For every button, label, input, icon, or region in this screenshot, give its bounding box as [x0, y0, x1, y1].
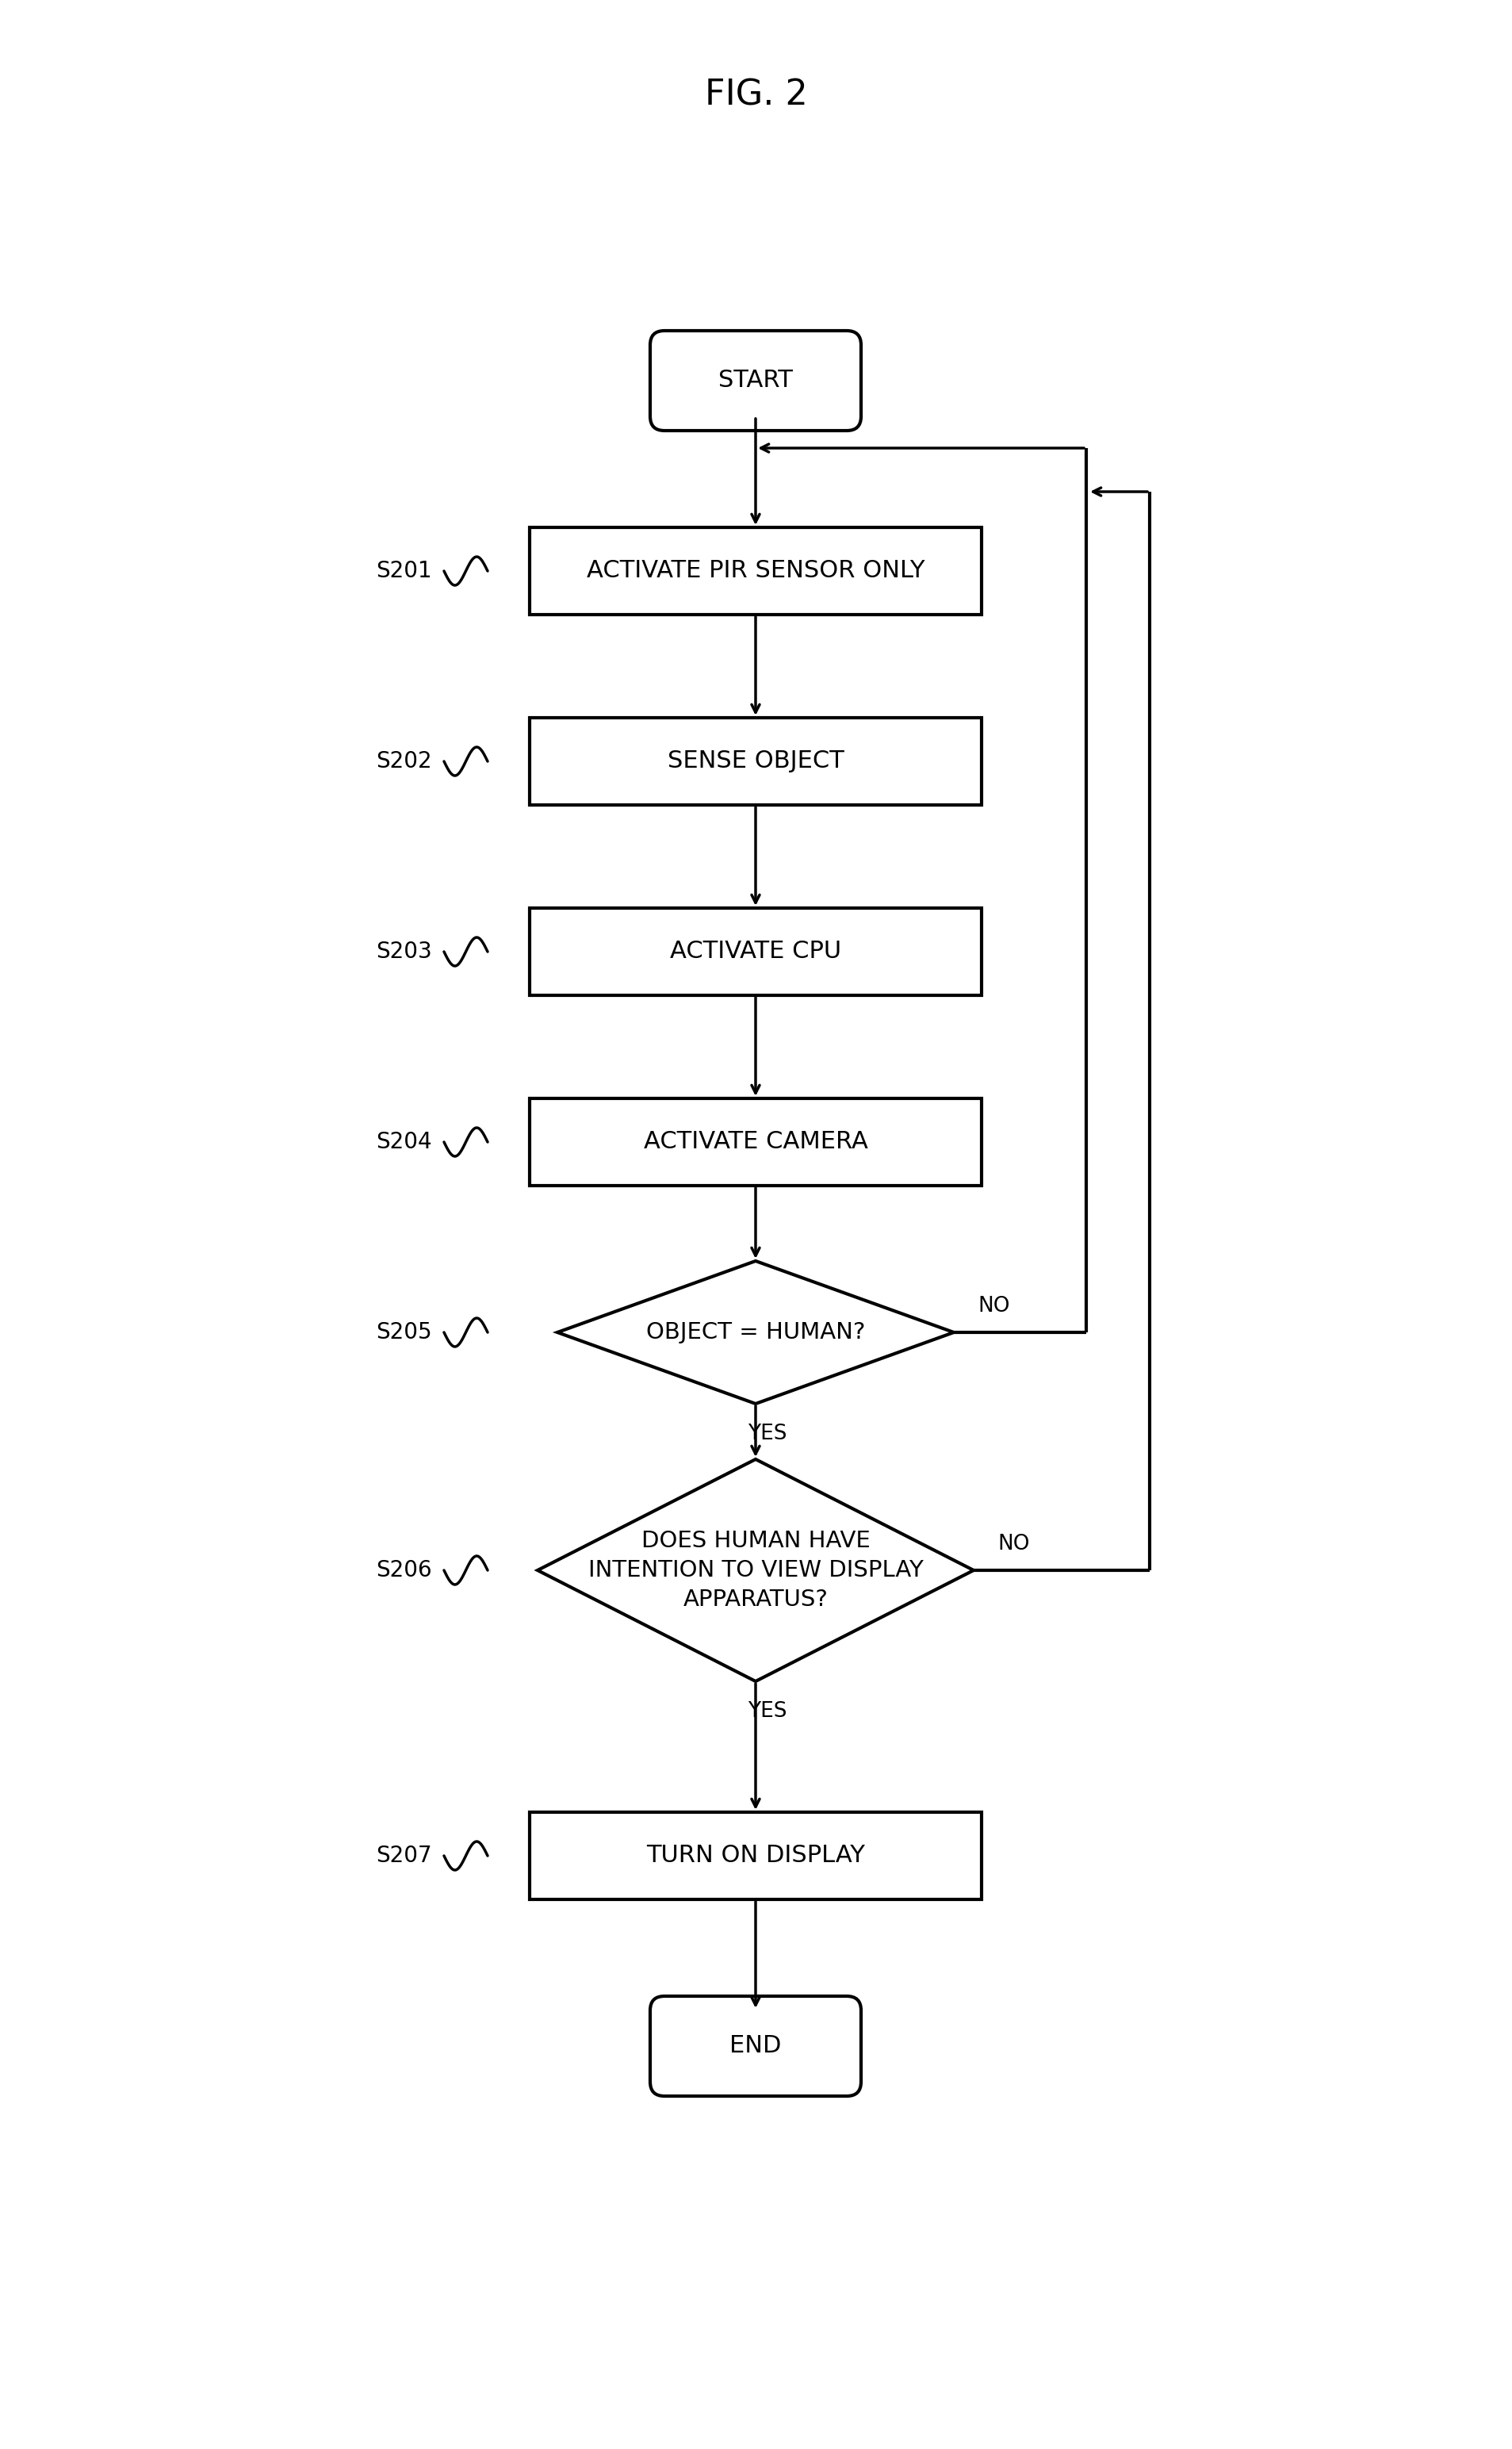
Text: NO: NO: [978, 1296, 1010, 1318]
Text: FIG. 2: FIG. 2: [705, 78, 807, 113]
Bar: [529, 718, 981, 806]
Text: S204: S204: [376, 1131, 432, 1153]
Text: ACTIVATE PIR SENSOR ONLY: ACTIVATE PIR SENSOR ONLY: [587, 558, 925, 583]
FancyBboxPatch shape: [650, 331, 860, 431]
Text: ACTIVATE CAMERA: ACTIVATE CAMERA: [644, 1131, 868, 1153]
Text: S202: S202: [376, 749, 432, 771]
Text: NO: NO: [998, 1533, 1030, 1555]
Polygon shape: [558, 1261, 954, 1403]
Bar: [529, 1812, 981, 1900]
Text: S201: S201: [376, 561, 432, 583]
Text: START: START: [718, 370, 792, 392]
Bar: [529, 1100, 981, 1185]
Text: ACTIVATE CPU: ACTIVATE CPU: [670, 940, 841, 962]
Text: TURN ON DISPLAY: TURN ON DISPLAY: [646, 1844, 865, 1866]
Text: SENSE OBJECT: SENSE OBJECT: [667, 749, 844, 774]
Text: OBJECT = HUMAN?: OBJECT = HUMAN?: [646, 1322, 865, 1345]
Polygon shape: [538, 1460, 974, 1682]
Text: END: END: [730, 2035, 782, 2057]
FancyBboxPatch shape: [650, 1996, 860, 2096]
Text: YES: YES: [748, 1702, 788, 1722]
Text: S205: S205: [376, 1322, 432, 1345]
Text: YES: YES: [748, 1423, 788, 1445]
Text: S207: S207: [376, 1844, 432, 1866]
Text: DOES HUMAN HAVE
INTENTION TO VIEW DISPLAY
APPARATUS?: DOES HUMAN HAVE INTENTION TO VIEW DISPLA…: [588, 1531, 924, 1611]
Bar: [529, 527, 981, 615]
Text: S203: S203: [376, 940, 432, 962]
Text: S206: S206: [376, 1560, 432, 1582]
Bar: [529, 909, 981, 994]
